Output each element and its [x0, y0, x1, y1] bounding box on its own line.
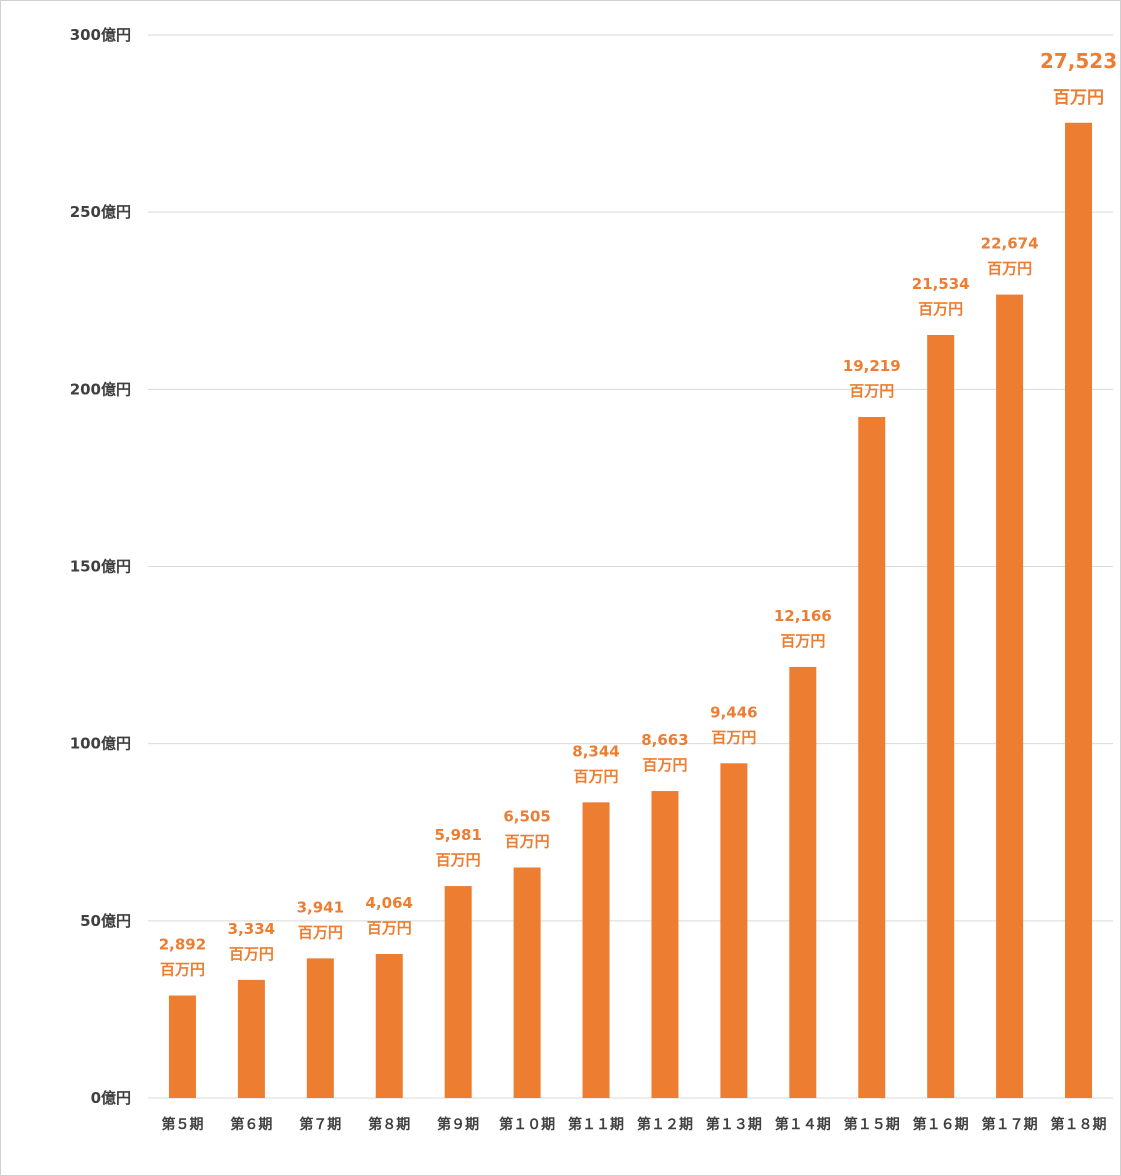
x-tick-label: 第１３期 [706, 1116, 762, 1133]
y-tick-label: 100億円 [70, 735, 131, 753]
bars [168, 122, 1093, 1098]
bar [720, 763, 748, 1098]
y-tick-label: 0億円 [91, 1089, 131, 1107]
y-axis: 0億円 50億円 100億円 150億円 200億円 250億円 300億円 [70, 26, 131, 1107]
data-label-value: 22,674 [981, 235, 1039, 253]
data-label-unit: 百万円 [298, 923, 343, 941]
bar [858, 417, 886, 1098]
bar [996, 294, 1024, 1098]
bar [513, 867, 541, 1098]
bar [444, 886, 472, 1098]
data-label-value: 6,505 [503, 808, 550, 826]
data-label-value: 3,334 [228, 920, 275, 938]
data-label-unit: 百万円 [918, 300, 963, 318]
x-tick-label: 第７期 [299, 1116, 341, 1133]
x-tick-label: 第８期 [368, 1116, 410, 1133]
data-label-value: 12,166 [774, 607, 832, 625]
bar [1065, 122, 1093, 1098]
data-label-unit: 百万円 [574, 767, 619, 785]
x-tick-label: 第１１期 [568, 1116, 624, 1133]
data-label-unit: 百万円 [987, 260, 1032, 278]
data-label-value: 3,941 [297, 898, 344, 916]
bar [375, 953, 403, 1098]
data-label-value: 9,446 [710, 703, 757, 721]
bar [168, 995, 196, 1098]
x-tick-label: 第１２期 [637, 1116, 693, 1133]
bar [306, 958, 334, 1098]
data-label-unit: 百万円 [642, 756, 687, 774]
bar [651, 791, 679, 1098]
data-label-unit: 百万円 [849, 382, 894, 400]
x-tick-label: 第１４期 [775, 1116, 831, 1133]
data-label-unit: 百万円 [1053, 88, 1104, 108]
x-tick-label: 第１０期 [499, 1116, 555, 1133]
data-label-value: 5,981 [434, 826, 481, 844]
y-tick-label: 200億円 [70, 380, 131, 398]
data-label-value: 21,534 [912, 275, 970, 293]
data-label-unit: 百万円 [505, 833, 550, 851]
x-tick-label: 第１７期 [982, 1116, 1038, 1133]
x-tick-label: 第１５期 [844, 1116, 900, 1133]
x-tick-label: 第９期 [437, 1116, 479, 1133]
data-label-unit: 百万円 [367, 919, 412, 937]
data-label-value: 8,344 [572, 742, 619, 760]
data-label-unit: 百万円 [780, 632, 825, 650]
data-label-value: 2,892 [159, 936, 206, 954]
data-label-value: 27,523 [1040, 49, 1117, 73]
bar [789, 666, 817, 1098]
data-label-value: 8,663 [641, 731, 688, 749]
data-label-unit: 百万円 [436, 851, 481, 869]
grid-lines [148, 34, 1113, 1099]
bar [582, 802, 610, 1098]
data-label-unit: 百万円 [229, 945, 274, 963]
x-axis: 第５期 第６期 第７期 第８期 第９期 第１０期 第１１期 第１２期 第１３期 第１４期 第１５期第… [161, 1116, 1106, 1133]
data-label-value: 19,219 [843, 357, 901, 375]
y-tick-label: 150億円 [70, 558, 131, 576]
x-tick-label: 第１８期 [1051, 1116, 1107, 1133]
data-label-unit: 百万円 [160, 961, 205, 979]
data-label-unit: 百万円 [711, 728, 756, 746]
data-labels: 2,892 百万円 3,334 百万円 3,941 百万円 4,064 百万円 5,981 百万円… [159, 49, 1117, 979]
y-tick-label: 50億円 [80, 912, 131, 930]
y-tick-label: 250億円 [70, 203, 131, 221]
x-tick-label: 第１６期 [913, 1116, 969, 1133]
bar [927, 334, 955, 1098]
data-label-value: 4,064 [366, 894, 413, 912]
bar [237, 979, 265, 1098]
x-tick-label: 第６期 [230, 1116, 272, 1133]
y-tick-label: 300億円 [70, 26, 131, 44]
x-tick-label: 第５期 [161, 1116, 203, 1133]
